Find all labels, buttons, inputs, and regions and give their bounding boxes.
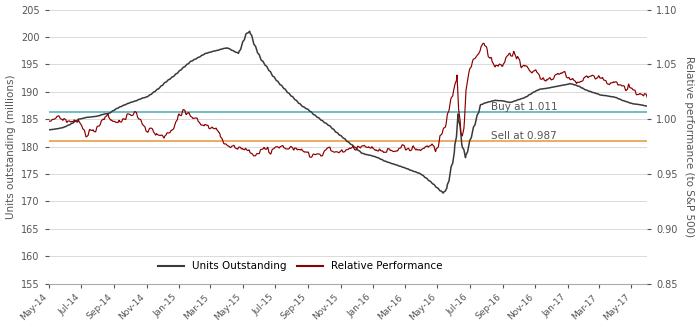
Text: Buy at 1.011: Buy at 1.011 xyxy=(491,102,558,112)
Y-axis label: Relative performance (to S&P 500): Relative performance (to S&P 500) xyxy=(685,56,694,237)
Text: Sell at 0.987: Sell at 0.987 xyxy=(491,131,556,141)
Y-axis label: Units outstanding (millions): Units outstanding (millions) xyxy=(6,74,15,219)
Legend: Units Outstanding, Relative Performance: Units Outstanding, Relative Performance xyxy=(153,257,447,276)
